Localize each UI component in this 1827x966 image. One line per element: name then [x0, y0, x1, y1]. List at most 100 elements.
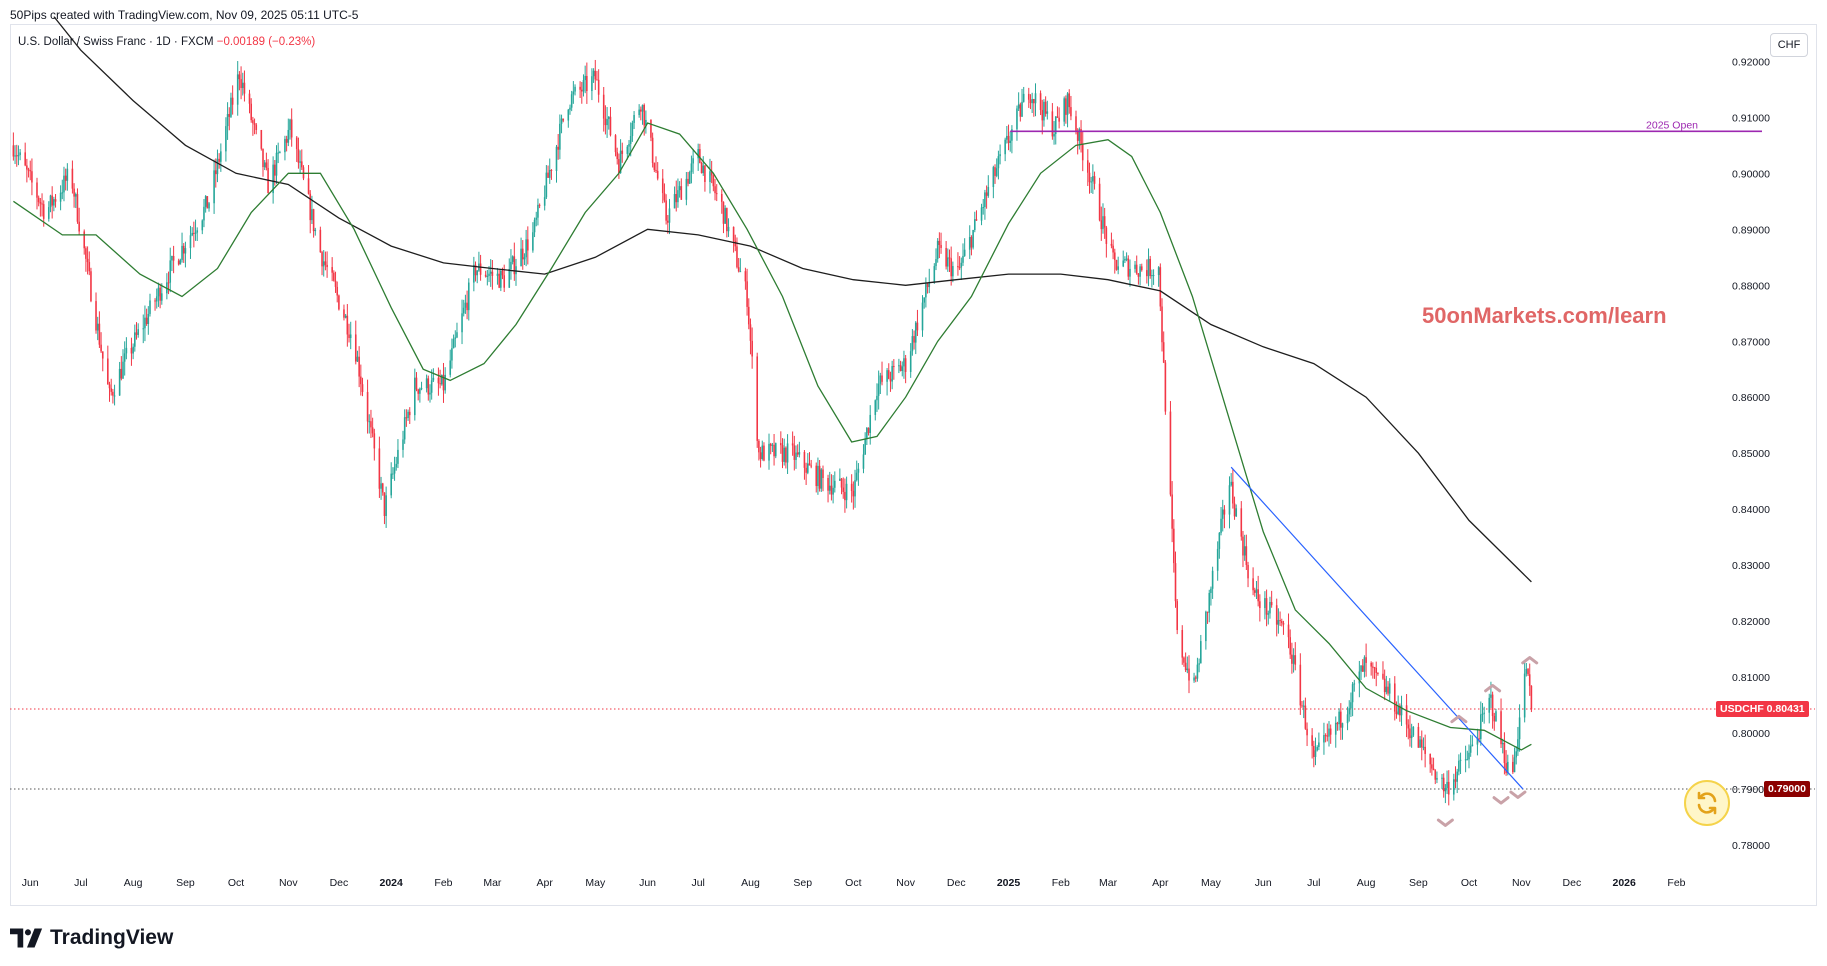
candle-body [1387, 686, 1389, 694]
candle-body [1053, 134, 1055, 137]
candle-body [1245, 546, 1248, 566]
candle-body [408, 411, 411, 416]
brand-name: TradingView [50, 926, 174, 949]
candle-body [189, 235, 192, 249]
candle-body [904, 358, 907, 372]
candle-body [130, 347, 133, 354]
candle-body [1316, 747, 1318, 751]
candle-body [555, 146, 558, 171]
candle-body [1221, 509, 1224, 519]
candle-body [1102, 216, 1104, 230]
candle-body [1016, 108, 1018, 130]
candle-body [521, 248, 524, 260]
candle-body [1294, 655, 1297, 665]
candle-body [739, 271, 742, 273]
candle-body [1265, 598, 1268, 615]
candle-body [1431, 764, 1433, 769]
candle-body [947, 257, 949, 267]
candle-body [503, 275, 506, 288]
candle-body [1334, 722, 1337, 735]
candle-body [1388, 683, 1391, 694]
candle-body [548, 169, 551, 178]
symbol-legend[interactable]: U.S. Dollar / Swiss Franc · 1D · FXCM −0… [18, 36, 315, 48]
candle-body [144, 317, 146, 329]
candle-body [1417, 726, 1420, 748]
x-tick-label: Jun [639, 877, 656, 889]
candle-body [371, 427, 374, 434]
candle-body [348, 334, 350, 339]
candle-body [780, 443, 782, 446]
candle-body [1259, 601, 1261, 609]
candle-body [1157, 267, 1160, 276]
candle-body [891, 366, 893, 382]
candle-body [805, 467, 807, 473]
candle-body [1186, 668, 1189, 671]
candle-body [1512, 761, 1514, 773]
candle-body [1017, 104, 1020, 109]
candle-body [397, 449, 399, 464]
candle-body [76, 194, 79, 222]
candle-body [155, 296, 158, 302]
candle-body [194, 232, 197, 234]
candle-body [24, 152, 26, 166]
candle-body [196, 230, 199, 233]
candle-body [604, 118, 607, 126]
candle-body [982, 207, 985, 209]
y-tick-label: 0.82000 [1732, 616, 1770, 628]
candle-body [1078, 129, 1081, 141]
candle-body [1528, 674, 1531, 686]
candle-body [392, 473, 394, 475]
candle-body [500, 270, 502, 288]
candle-body [1505, 763, 1507, 774]
candle-body [881, 375, 883, 382]
candle-body [607, 116, 610, 120]
candle-body [1146, 270, 1148, 277]
candle-body [631, 122, 634, 137]
candle-body [145, 317, 148, 324]
currency-button[interactable]: CHF [1770, 33, 1808, 57]
candle-body [586, 75, 588, 92]
level-price-tag: 0.79000 [1764, 781, 1810, 798]
candle-body [432, 377, 435, 381]
candle-body [761, 445, 764, 459]
candle-body [1135, 264, 1138, 274]
trendline [1230, 466, 1524, 790]
candle-body [29, 170, 32, 172]
candle-body [27, 169, 30, 171]
candle-body [1093, 176, 1096, 184]
refresh-button[interactable] [1684, 780, 1730, 826]
candle-body [1235, 508, 1238, 517]
candle-body [1385, 686, 1388, 693]
candle-body [665, 200, 667, 221]
candle-body [49, 195, 52, 208]
candle-body [538, 204, 541, 206]
tradingview-brand[interactable]: TradingView [10, 926, 173, 950]
candle-body [994, 167, 996, 176]
candle-body [1287, 624, 1290, 638]
y-tick-label: 0.88000 [1732, 280, 1770, 292]
candle-body [1151, 275, 1153, 277]
y-tick-label: 0.91000 [1732, 112, 1770, 124]
candle-body [488, 273, 490, 277]
candle-body [1459, 759, 1462, 761]
candle-body [840, 478, 843, 488]
candle-body [1446, 781, 1448, 789]
candle-body [1115, 259, 1118, 270]
candle-body [661, 178, 664, 194]
candle-body [489, 271, 492, 274]
candle-body [596, 79, 598, 81]
candle-body [842, 487, 845, 492]
candle-body [621, 150, 624, 154]
candle-body [486, 276, 489, 278]
candle-body [889, 378, 892, 382]
y-tick-label: 0.81000 [1732, 672, 1770, 684]
candle-body [59, 192, 62, 202]
candle-body [732, 226, 735, 241]
open-2025-label: 2025 Open [1646, 119, 1698, 131]
candle-body [820, 469, 823, 489]
candle-body [338, 295, 340, 310]
candle-body [579, 86, 581, 90]
candle-body [1140, 266, 1143, 271]
candle-body [633, 115, 635, 123]
